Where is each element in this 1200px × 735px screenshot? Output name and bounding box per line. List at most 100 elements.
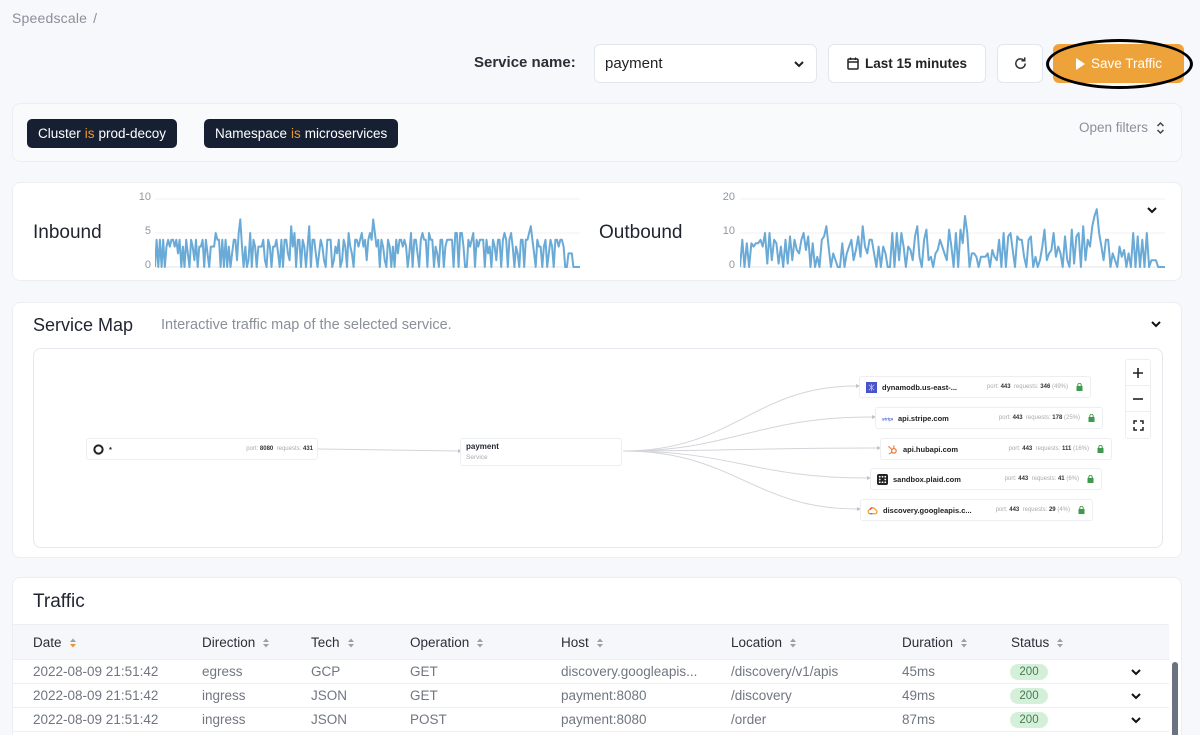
sort-icon: [961, 638, 968, 647]
map-node-service[interactable]: payment Service: [460, 438, 622, 466]
cell-tech: JSON: [311, 688, 348, 703]
inbound-line-chart: [155, 198, 580, 268]
plus-icon: [1133, 367, 1143, 378]
column-header-date[interactable]: Date: [33, 635, 77, 650]
map-node-plaid[interactable]: sandbox.plaid.com port: 443 requests: 41…: [870, 468, 1102, 490]
service-map-subtitle: Interactive traffic map of the selected …: [161, 317, 452, 333]
map-edges: [317, 384, 881, 511]
service-name-label: Service name:: [474, 54, 576, 71]
service-map-panel: Service Map Interactive traffic map of t…: [12, 302, 1182, 558]
table-scrollbar[interactable]: [1172, 662, 1178, 735]
time-range-button[interactable]: Last 15 minutes: [828, 44, 986, 83]
cell-date: 2022-08-09 21:51:42: [33, 664, 159, 679]
inbound-y-tick: 0: [144, 259, 151, 271]
cell-location: /discovery/v1/apis: [731, 664, 839, 679]
google-cloud-icon: [867, 506, 878, 514]
cell-tech: GCP: [311, 664, 341, 679]
lock-icon: [1087, 475, 1094, 483]
cell-direction: ingress: [202, 688, 246, 703]
save-traffic-button[interactable]: Save Traffic: [1053, 44, 1184, 83]
filter-operator: is: [291, 126, 301, 141]
collapse-map-chevron-icon[interactable]: [1149, 317, 1163, 331]
cell-host: payment:8080: [561, 688, 647, 703]
table-row[interactable]: 2022-08-09 21:51:42 ingress JSON POST pa…: [13, 708, 1169, 732]
breadcrumb-root[interactable]: Speedscale: [12, 10, 88, 26]
inbound-chart-title: Inbound: [33, 222, 102, 243]
hubspot-icon: [888, 444, 897, 455]
filter-value: microservices: [304, 126, 388, 141]
filter-chip-namespace[interactable]: Namespace is microservices: [204, 119, 399, 148]
table-row[interactable]: 2022-08-09 21:51:42 egress GCP GET disco…: [13, 660, 1169, 684]
outbound-line-chart: [740, 198, 1165, 268]
filter-value: prod-decoy: [98, 126, 167, 141]
service-name-select[interactable]: payment: [594, 44, 817, 83]
sort-icon: [263, 638, 270, 647]
cell-direction: egress: [202, 664, 243, 679]
cell-date: 2022-08-09 21:51:42: [33, 712, 159, 727]
node-meta: port: 443 requests: 346 (49%): [986, 384, 1068, 390]
column-header-location[interactable]: Location: [731, 635, 797, 650]
node-name: payment: [466, 442, 499, 451]
node-meta: port: 8080 requests: 431: [246, 446, 313, 452]
cell-operation: POST: [410, 712, 447, 727]
column-header-direction[interactable]: Direction: [202, 635, 270, 650]
refresh-icon: [1014, 57, 1026, 69]
cell-tech: JSON: [311, 712, 348, 727]
map-node-google[interactable]: discovery.googleapis.c... port: 443 requ…: [860, 499, 1093, 521]
lock-icon: [1078, 506, 1085, 514]
open-filters-button[interactable]: Open filters: [1079, 120, 1165, 135]
column-header-status[interactable]: Status: [1011, 635, 1064, 650]
cell-operation: GET: [410, 688, 438, 703]
status-badge: 200: [1010, 664, 1048, 680]
service-name-value: payment: [605, 55, 663, 72]
outbound-chart-title: Outbound: [599, 222, 683, 243]
traffic-charts-panel: Inbound 10 5 0 Outbound 20 10 0: [12, 182, 1182, 281]
map-zoom-controls: [1125, 359, 1151, 439]
node-meta: port: 443 requests: 29 (4%): [995, 507, 1070, 513]
column-header-tech[interactable]: Tech: [311, 635, 355, 650]
cell-duration: 87ms: [902, 712, 936, 727]
service-map-title: Service Map: [33, 315, 134, 335]
open-filters-label: Open filters: [1078, 120, 1148, 135]
expand-row-chevron-icon[interactable]: [1130, 666, 1142, 678]
node-meta: port: 443 requests: 178 (25%): [998, 415, 1080, 421]
fit-view-button[interactable]: [1126, 412, 1150, 438]
filter-operator: is: [84, 126, 95, 141]
outbound-y-tick: 20: [722, 191, 735, 203]
play-icon: [1075, 57, 1085, 70]
cell-date: 2022-08-09 21:51:42: [33, 688, 159, 703]
cell-duration: 49ms: [902, 688, 936, 703]
sort-icon: [1057, 638, 1064, 647]
toolbar: Service name: payment Last 15 minutes Sa…: [0, 39, 1200, 89]
map-node-stripe[interactable]: stripe api.stripe.com port: 443 requests…: [875, 407, 1103, 429]
filter-chip-cluster[interactable]: Cluster is prod-decoy: [27, 119, 178, 148]
collapse-charts-chevron-icon[interactable]: [1145, 203, 1159, 217]
column-header-host[interactable]: Host: [561, 635, 604, 650]
breadcrumb-separator: /: [93, 10, 98, 26]
column-header-operation[interactable]: Operation: [410, 635, 484, 650]
node-name: api.stripe.com: [898, 413, 949, 423]
cell-location: /order: [731, 712, 767, 727]
cell-location: /discovery: [731, 688, 792, 703]
service-map-canvas[interactable]: * port: 8080 requests: 431 payment Servi…: [33, 348, 1163, 548]
sort-icon: [596, 638, 603, 647]
client-icon: [93, 443, 104, 455]
refresh-button[interactable]: [997, 44, 1043, 83]
map-node-inbound[interactable]: * port: 8080 requests: 431: [86, 438, 318, 460]
node-name: dynamodb.us-east-...: [882, 382, 958, 392]
traffic-title: Traffic: [33, 591, 85, 612]
fullscreen-icon: [1132, 419, 1144, 431]
expand-row-chevron-icon[interactable]: [1130, 690, 1142, 702]
inbound-y-tick: 5: [144, 225, 151, 237]
zoom-in-button[interactable]: [1126, 360, 1150, 386]
column-header-duration[interactable]: Duration: [902, 635, 968, 650]
node-meta: port: 443 requests: 111 (16%): [1008, 446, 1089, 452]
expand-row-chevron-icon[interactable]: [1130, 714, 1142, 726]
map-node-hubspot[interactable]: api.hubapi.com port: 443 requests: 111 (…: [880, 438, 1112, 460]
map-node-dynamodb[interactable]: dynamodb.us-east-... port: 443 requests:…: [859, 376, 1091, 398]
zoom-out-button[interactable]: [1126, 386, 1150, 412]
sort-icon: [477, 638, 484, 647]
table-row[interactable]: 2022-08-09 21:51:42 ingress JSON GET pay…: [13, 684, 1169, 708]
node-name: *: [109, 444, 112, 454]
minus-icon: [1133, 397, 1143, 400]
